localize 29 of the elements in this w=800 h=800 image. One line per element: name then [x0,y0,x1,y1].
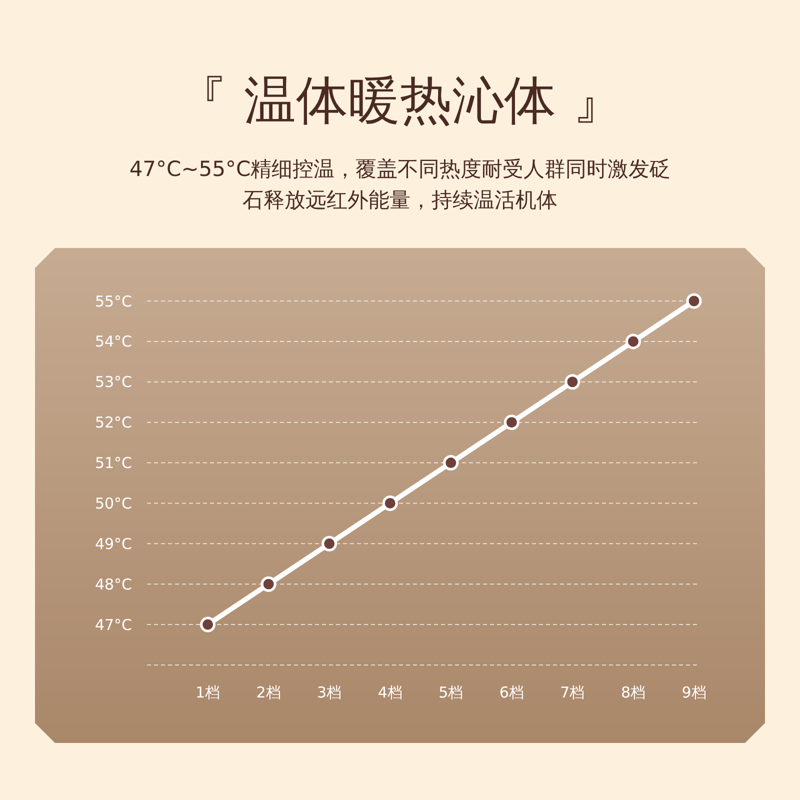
y-tick-label: 53°C [94,373,132,392]
x-tick-label: 6档 [499,683,524,702]
x-tick-label: 4档 [378,683,402,702]
y-tick-label: 54°C [94,332,132,351]
point [443,455,459,471]
x-tick-label: 2档 [256,683,281,702]
point [504,414,520,430]
y-tick-label: 55°C [94,292,132,310]
point [382,495,398,511]
y-tick-label: 52°C [94,414,132,432]
x-tick-label: 1档 [196,683,220,702]
point [564,374,580,390]
y-tick-label: 48°C [94,575,132,594]
x-tick-label: 7档 [560,683,585,702]
x-tick-label: 8档 [620,683,646,702]
point [200,616,216,632]
x-tick-label: 5档 [438,683,464,702]
point [322,536,338,552]
y-tick-label: 50°C [94,494,132,512]
chart-subtitle: 47°C~55°C精细控温，覆盖不同热度耐受人群同时激发砭石释放远红外能量，持续温活机体 [129,157,671,212]
y-tick-label: 51°C [94,454,132,472]
point [686,293,702,309]
point [625,334,641,350]
y-tick-label: 49°C [94,534,132,553]
chart-title: 『 温体暖热沁体 』 [175,71,625,131]
y-tick-label: 47°C [94,616,132,634]
x-tick-label: 9档 [682,683,706,702]
point [260,576,276,592]
x-tick-label: 3档 [317,683,342,702]
